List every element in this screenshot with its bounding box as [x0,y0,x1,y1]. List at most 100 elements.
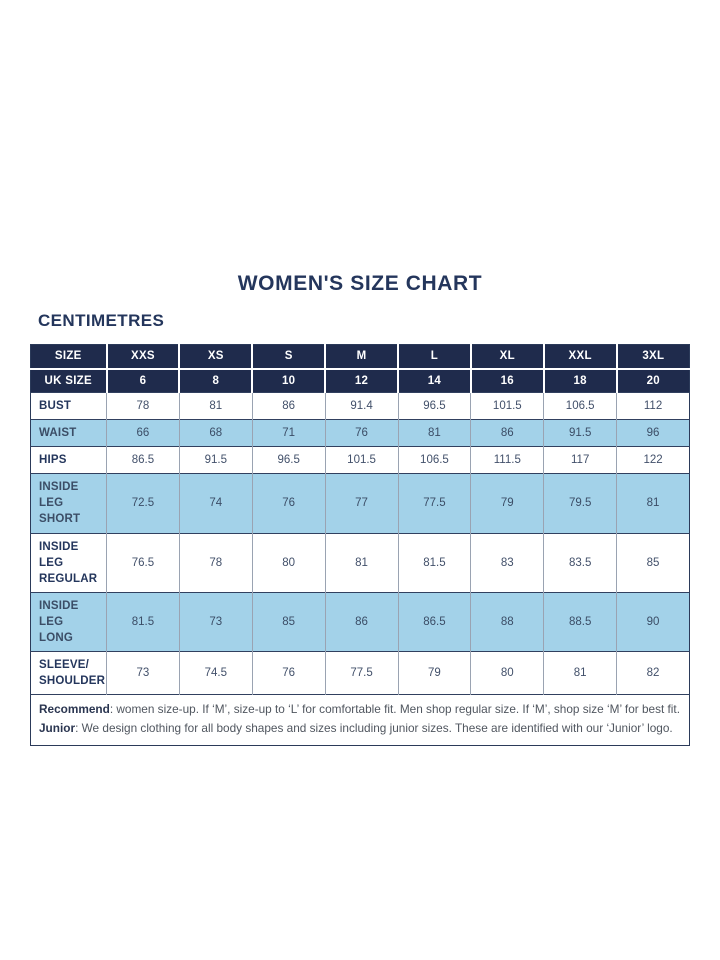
table-foot: Recommend: women size-up. If ‘M’, size-u… [30,694,690,746]
measurement-cell: 80 [251,532,326,593]
measurement-cell: 76 [251,473,326,534]
uk-size-header-row: UK SIZE 6 8 10 12 14 16 18 20 [30,368,690,393]
measurement-cell: 106.5 [397,446,471,474]
footnote-text-1: : women size-up. If ‘M’, size-up to ‘L’ … [109,702,680,717]
measurement-cell: 81.5 [397,532,471,593]
measurement-cell: 83.5 [543,532,617,593]
measurement-cell: 78 [106,391,180,420]
footnote-label-junior: Junior [39,720,76,735]
row-label: INSIDE LEG LONG [30,591,107,652]
uk-size-col-header: 6 [105,368,180,393]
uk-size-col-header: 16 [469,368,544,393]
row-label: HIPS [30,446,107,474]
size-header-row: SIZE XXS XS S M L XL XXL 3XL [30,344,690,370]
measurement-cell: 88.5 [543,591,617,652]
measurement-cell: 77 [324,473,398,534]
size-col-header: XXL [542,344,617,370]
measurement-cell: 79.5 [543,473,617,534]
measurement-cell: 86.5 [397,591,471,652]
measurement-cell: 85 [251,591,326,652]
unit-heading: CENTIMETRES [38,311,165,330]
size-chart-table: SIZE XXS XS S M L XL XXL 3XL UK SIZE 6 8 10 12 14 16… [30,344,690,746]
size-col-header: XS [178,344,253,370]
measurement-cell: 112 [616,391,690,420]
size-col-header: XXS [105,344,180,370]
measurement-cell: 78 [178,532,253,593]
measurement-cell: 73 [178,591,253,652]
measurement-cell: 81 [397,419,471,447]
uk-size-col-header: 8 [178,368,253,393]
measurement-cell: 79 [397,651,471,695]
measurement-cell: 81 [324,532,398,593]
uk-size-col-header: 12 [324,368,398,393]
measurement-cell: 77.5 [397,473,471,534]
table-row: WAIST 66 68 71 76 81 86 91.5 96 [30,419,690,447]
measurement-cell: 72.5 [106,473,180,534]
table-row: BUST 78 81 86 91.4 96.5 101.5 106.5 112 [30,391,690,420]
measurement-cell: 96.5 [397,391,471,420]
measurement-cell: 68 [178,419,253,447]
table-head: SIZE XXS XS S M L XL XXL 3XL UK SIZE 6 8 10 12 14 16… [30,344,690,393]
measurement-cell: 76 [251,651,326,695]
measurement-cell: 81.5 [106,591,180,652]
table-row: INSIDE LEG SHORT 72.5 74 76 77 77.5 79 79.5 81 [30,473,690,534]
table-row: INSIDE LEG REGULAR 76.5 78 80 81 81.5 83 83.5 85 [30,532,690,593]
size-col-header: S [251,344,326,370]
measurement-cell: 111.5 [470,446,544,474]
row-label: INSIDE LEG SHORT [30,473,107,534]
footnote-text-2: : We design clothing for all body shapes… [75,720,673,735]
uk-size-col-header: 10 [251,368,326,393]
measurement-cell: 86.5 [106,446,180,474]
size-col-header: M [324,344,398,370]
measurement-cell: 86 [324,591,398,652]
measurement-cell: 106.5 [543,391,617,420]
measurement-cell: 90 [616,591,690,652]
measurement-cell: 101.5 [470,391,544,420]
size-col-header: L [397,344,471,370]
measurement-cell: 73 [106,651,180,695]
uk-size-col-header: 18 [542,368,617,393]
measurement-cell: 81 [178,391,253,420]
footnote-line-2: Junior: We design clothing for all body … [39,719,681,738]
measurement-cell: 88 [470,591,544,652]
footnote-label-recommend: Recommend [39,702,110,717]
measurement-cell: 74.5 [178,651,253,695]
footnote: Recommend: women size-up. If ‘M’, size-u… [30,694,690,746]
measurement-cell: 66 [106,419,180,447]
measurement-cell: 122 [616,446,690,474]
measurement-cell: 86 [470,419,544,447]
size-header-cell: SIZE [30,344,107,370]
measurement-cell: 76.5 [106,532,180,593]
measurement-cell: 83 [470,532,544,593]
size-col-header: 3XL [615,344,690,370]
measurement-cell: 91.5 [178,446,253,474]
page-title: WOMEN'S SIZE CHART [237,272,483,295]
uk-size-header-cell: UK SIZE [30,368,107,393]
measurement-cell: 101.5 [324,446,398,474]
row-label: INSIDE LEG REGULAR [30,532,107,593]
measurement-cell: 96.5 [251,446,326,474]
measurement-cell: 74 [178,473,253,534]
measurement-cell: 85 [616,532,690,593]
measurement-cell: 91.5 [543,419,617,447]
measurement-cell: 82 [616,651,690,695]
uk-size-col-header: 20 [615,368,690,393]
measurement-cell: 96 [616,419,690,447]
measurement-cell: 91.4 [324,391,398,420]
footnote-line-1: Recommend: women size-up. If ‘M’, size-u… [39,700,681,719]
measurement-cell: 76 [324,419,398,447]
measurement-cell: 79 [470,473,544,534]
table-row: HIPS 86.5 91.5 96.5 101.5 106.5 111.5 117 122 [30,446,690,474]
measurement-cell: 71 [251,419,326,447]
footnote-row: Recommend: women size-up. If ‘M’, size-u… [30,694,690,746]
size-col-header: XL [469,344,544,370]
table-body: BUST 78 81 86 91.4 96.5 101.5 106.5 112 WAIST 66 68… [30,391,690,695]
row-label: BUST [30,391,107,420]
row-label: WAIST [30,419,107,447]
measurement-cell: 80 [470,651,544,695]
table-row: INSIDE LEG LONG 81.5 73 85 86 86.5 88 88.5 90 [30,591,690,652]
uk-size-col-header: 14 [397,368,471,393]
measurement-cell: 77.5 [324,651,398,695]
measurement-cell: 117 [543,446,617,474]
